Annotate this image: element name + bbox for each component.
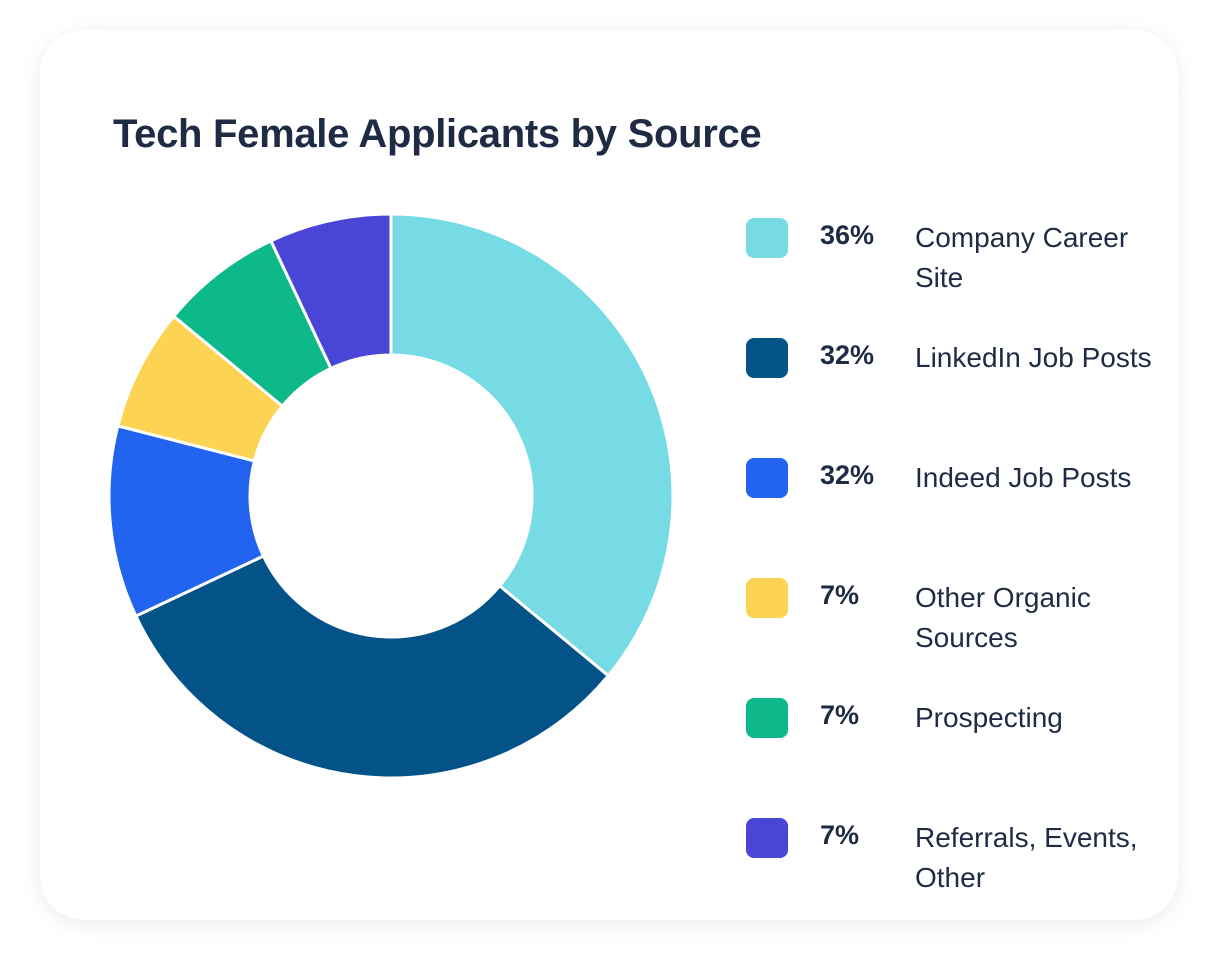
legend-percent: 7% [820, 580, 860, 610]
legend-item: 7% Referrals, Events, Other [746, 816, 1166, 896]
donut-slice-1 [389, 212, 675, 678]
legend-item: 7% Prospecting [746, 696, 1166, 776]
legend-swatch [746, 698, 788, 738]
legend-label: Indeed Job Posts [915, 462, 1132, 493]
chart-title: Tech Female Applicants by Source [113, 112, 762, 156]
legend-label: Other Organic Sources [915, 582, 1091, 653]
legend-label: Prospecting [915, 702, 1063, 733]
donut-slice-6 [268, 212, 393, 371]
legend-percent: 7% [820, 700, 860, 730]
legend-label: Referrals, Events, Other [915, 822, 1138, 893]
legend-swatch [746, 578, 788, 618]
legend-percent: 36% [820, 220, 875, 250]
legend-label: Company Career Site [915, 222, 1129, 293]
legend-percent: 7% [820, 820, 860, 850]
legend-swatch [746, 458, 788, 498]
legend-item: 32% Indeed Job Posts [746, 456, 1166, 536]
legend-percent: 32% [820, 340, 875, 370]
legend-swatch [746, 218, 788, 258]
legend-item: 32% LinkedIn Job Posts [746, 336, 1166, 416]
legend-item: 7% Other Organic Sources [746, 576, 1166, 656]
legend-swatch [746, 338, 788, 378]
donut-slice-2 [133, 554, 611, 780]
legend-item: 36% Company Career Site [746, 216, 1166, 296]
legend-percent: 32% [820, 460, 875, 490]
legend-label: LinkedIn Job Posts [915, 342, 1152, 373]
legend-swatch [746, 818, 788, 858]
